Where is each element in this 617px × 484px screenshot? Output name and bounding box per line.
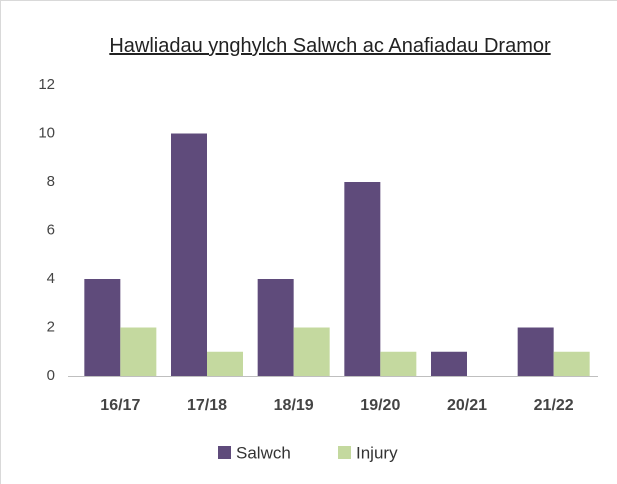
bar bbox=[293, 327, 330, 376]
x-tick-label: 18/19 bbox=[274, 397, 314, 414]
bar bbox=[171, 133, 207, 376]
bar bbox=[517, 327, 554, 376]
y-tick-label: 0 bbox=[47, 367, 55, 384]
legend-label: Salwch bbox=[236, 443, 291, 462]
bar bbox=[553, 351, 590, 376]
bar bbox=[84, 279, 121, 376]
legend-swatch bbox=[218, 446, 231, 459]
x-tick-label: 21/22 bbox=[534, 397, 574, 414]
chart-title: Hawliadau ynghylch Salwch ac Anafiadau D… bbox=[109, 35, 551, 57]
x-tick-label: 17/18 bbox=[187, 397, 227, 414]
y-tick-label: 12 bbox=[38, 76, 55, 93]
legend-label: Injury bbox=[356, 443, 398, 462]
bar bbox=[431, 351, 467, 376]
y-tick-label: 6 bbox=[47, 221, 55, 238]
y-tick-label: 8 bbox=[47, 173, 55, 190]
y-tick-label: 2 bbox=[47, 318, 55, 335]
bar bbox=[120, 327, 157, 376]
x-tick-label: 19/20 bbox=[360, 397, 400, 414]
legend-swatch bbox=[338, 446, 351, 459]
y-tick-label: 10 bbox=[38, 124, 55, 141]
x-tick-label: 20/21 bbox=[447, 397, 487, 414]
bar bbox=[257, 279, 294, 376]
x-tick-label: 16/17 bbox=[100, 397, 140, 414]
bar bbox=[344, 182, 381, 376]
y-tick-label: 4 bbox=[47, 270, 55, 287]
bar bbox=[207, 351, 243, 376]
bar bbox=[380, 351, 417, 376]
